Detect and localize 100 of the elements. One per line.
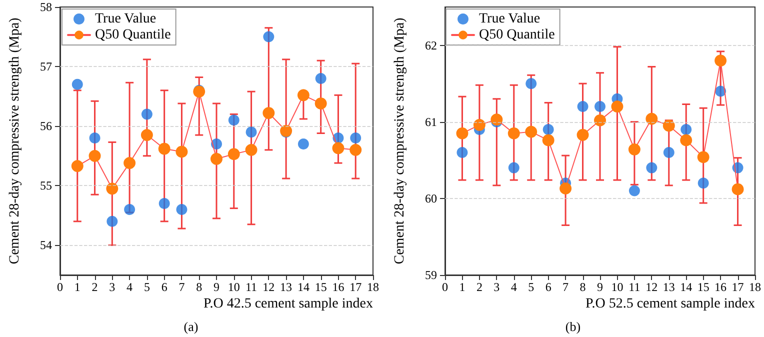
y-tick-label: 57 — [40, 60, 52, 74]
x-tick-label: 14 — [297, 280, 310, 294]
legend-label: True Value — [95, 12, 156, 26]
point — [332, 142, 344, 154]
point — [88, 150, 101, 162]
x-tick-label: 10 — [228, 280, 240, 294]
x-tick-label: 12 — [646, 280, 658, 294]
point — [124, 157, 136, 170]
point — [228, 114, 240, 126]
point — [628, 185, 640, 196]
point — [89, 132, 100, 144]
x-tick-label: 1 — [74, 280, 80, 294]
point — [158, 142, 170, 155]
y-tick-label: 56 — [40, 119, 52, 134]
point — [490, 114, 503, 126]
point — [210, 152, 222, 165]
x-tick-label: 2 — [92, 280, 98, 294]
point — [246, 126, 257, 138]
point — [663, 146, 674, 158]
point — [140, 129, 153, 142]
x-tick-label: 16 — [332, 280, 344, 294]
x-tick-label: 7 — [178, 280, 185, 294]
point — [680, 134, 692, 146]
point — [456, 146, 468, 158]
point — [714, 54, 727, 67]
x-tick-label: 4 — [510, 280, 517, 294]
y-axis-title: Cement 28-day compressive strength (Mpa) — [392, 17, 408, 264]
point — [211, 138, 222, 150]
point — [315, 72, 326, 84]
y-tick-label: 59 — [425, 268, 437, 282]
point — [576, 128, 589, 141]
y-tick-label: 58 — [40, 0, 52, 14]
x-tick-label: 5 — [144, 280, 150, 294]
x-tick-label: 1 — [459, 280, 466, 294]
x-tick-label: 12 — [262, 280, 275, 294]
point — [262, 107, 275, 120]
x-tick-label: 15 — [314, 280, 327, 294]
point — [71, 160, 84, 172]
y-tick-label: 61 — [425, 114, 437, 129]
x-tick-label: 17 — [732, 280, 744, 294]
x-tick-label: 5 — [528, 280, 534, 294]
point — [594, 114, 606, 126]
point — [662, 120, 675, 132]
x-tick-label: 9 — [597, 280, 603, 294]
point — [732, 183, 744, 196]
point — [263, 31, 274, 42]
point — [542, 134, 554, 146]
x-tick-label: 16 — [714, 280, 727, 294]
point — [508, 162, 520, 174]
point — [141, 108, 152, 120]
x-tick-label: 13 — [662, 280, 675, 294]
point — [473, 118, 486, 131]
point — [560, 182, 572, 194]
x-tick-label: 3 — [109, 280, 116, 294]
x-tick-label: 10 — [611, 280, 624, 294]
point — [577, 101, 588, 112]
x-tick-label: 18 — [749, 280, 761, 294]
point — [594, 101, 606, 112]
legend-label: Q50 Quantile — [95, 28, 171, 42]
point — [697, 151, 710, 164]
x-axis-title: P.O 52.5 cement sample index — [585, 296, 755, 312]
x-tick-label: 8 — [196, 280, 202, 294]
y-tick-label: 55 — [40, 178, 52, 193]
x-tick-label: 2 — [476, 280, 482, 294]
x-tick-label: 17 — [350, 280, 362, 294]
point — [176, 146, 188, 158]
point — [350, 132, 362, 144]
x-tick-label: 4 — [126, 280, 133, 294]
x-tick-label: 15 — [697, 280, 710, 294]
point — [526, 78, 537, 90]
y-tick-label: 60 — [425, 191, 437, 206]
x-tick-label: 18 — [367, 280, 379, 294]
x-tick-label: 9 — [214, 280, 220, 294]
x-tick-label: 6 — [161, 280, 168, 294]
point — [245, 144, 258, 156]
point — [314, 97, 327, 110]
point — [698, 178, 709, 189]
legend-label: Q50 Quantile — [479, 28, 555, 42]
point — [297, 89, 310, 102]
x-axis-title: P.O 42.5 cement sample index — [203, 296, 373, 312]
point — [124, 204, 136, 215]
x-tick-label: 7 — [562, 280, 569, 294]
point — [542, 124, 554, 136]
point — [646, 162, 658, 174]
point — [176, 204, 188, 215]
point — [611, 100, 624, 113]
point — [228, 148, 240, 160]
point — [350, 144, 362, 156]
point — [456, 127, 468, 140]
point — [158, 198, 170, 210]
point — [298, 138, 309, 150]
x-tick-label: 0 — [57, 280, 63, 294]
point — [508, 127, 520, 140]
point — [646, 112, 658, 125]
x-tick-label: 3 — [494, 280, 500, 294]
y-axis-title: Cement 28-day compressive strength (Mpa) — [8, 17, 22, 264]
point — [106, 216, 118, 227]
y-tick-label: 54 — [40, 238, 52, 252]
x-tick-label: 8 — [580, 280, 586, 294]
text: (b) — [565, 319, 581, 334]
